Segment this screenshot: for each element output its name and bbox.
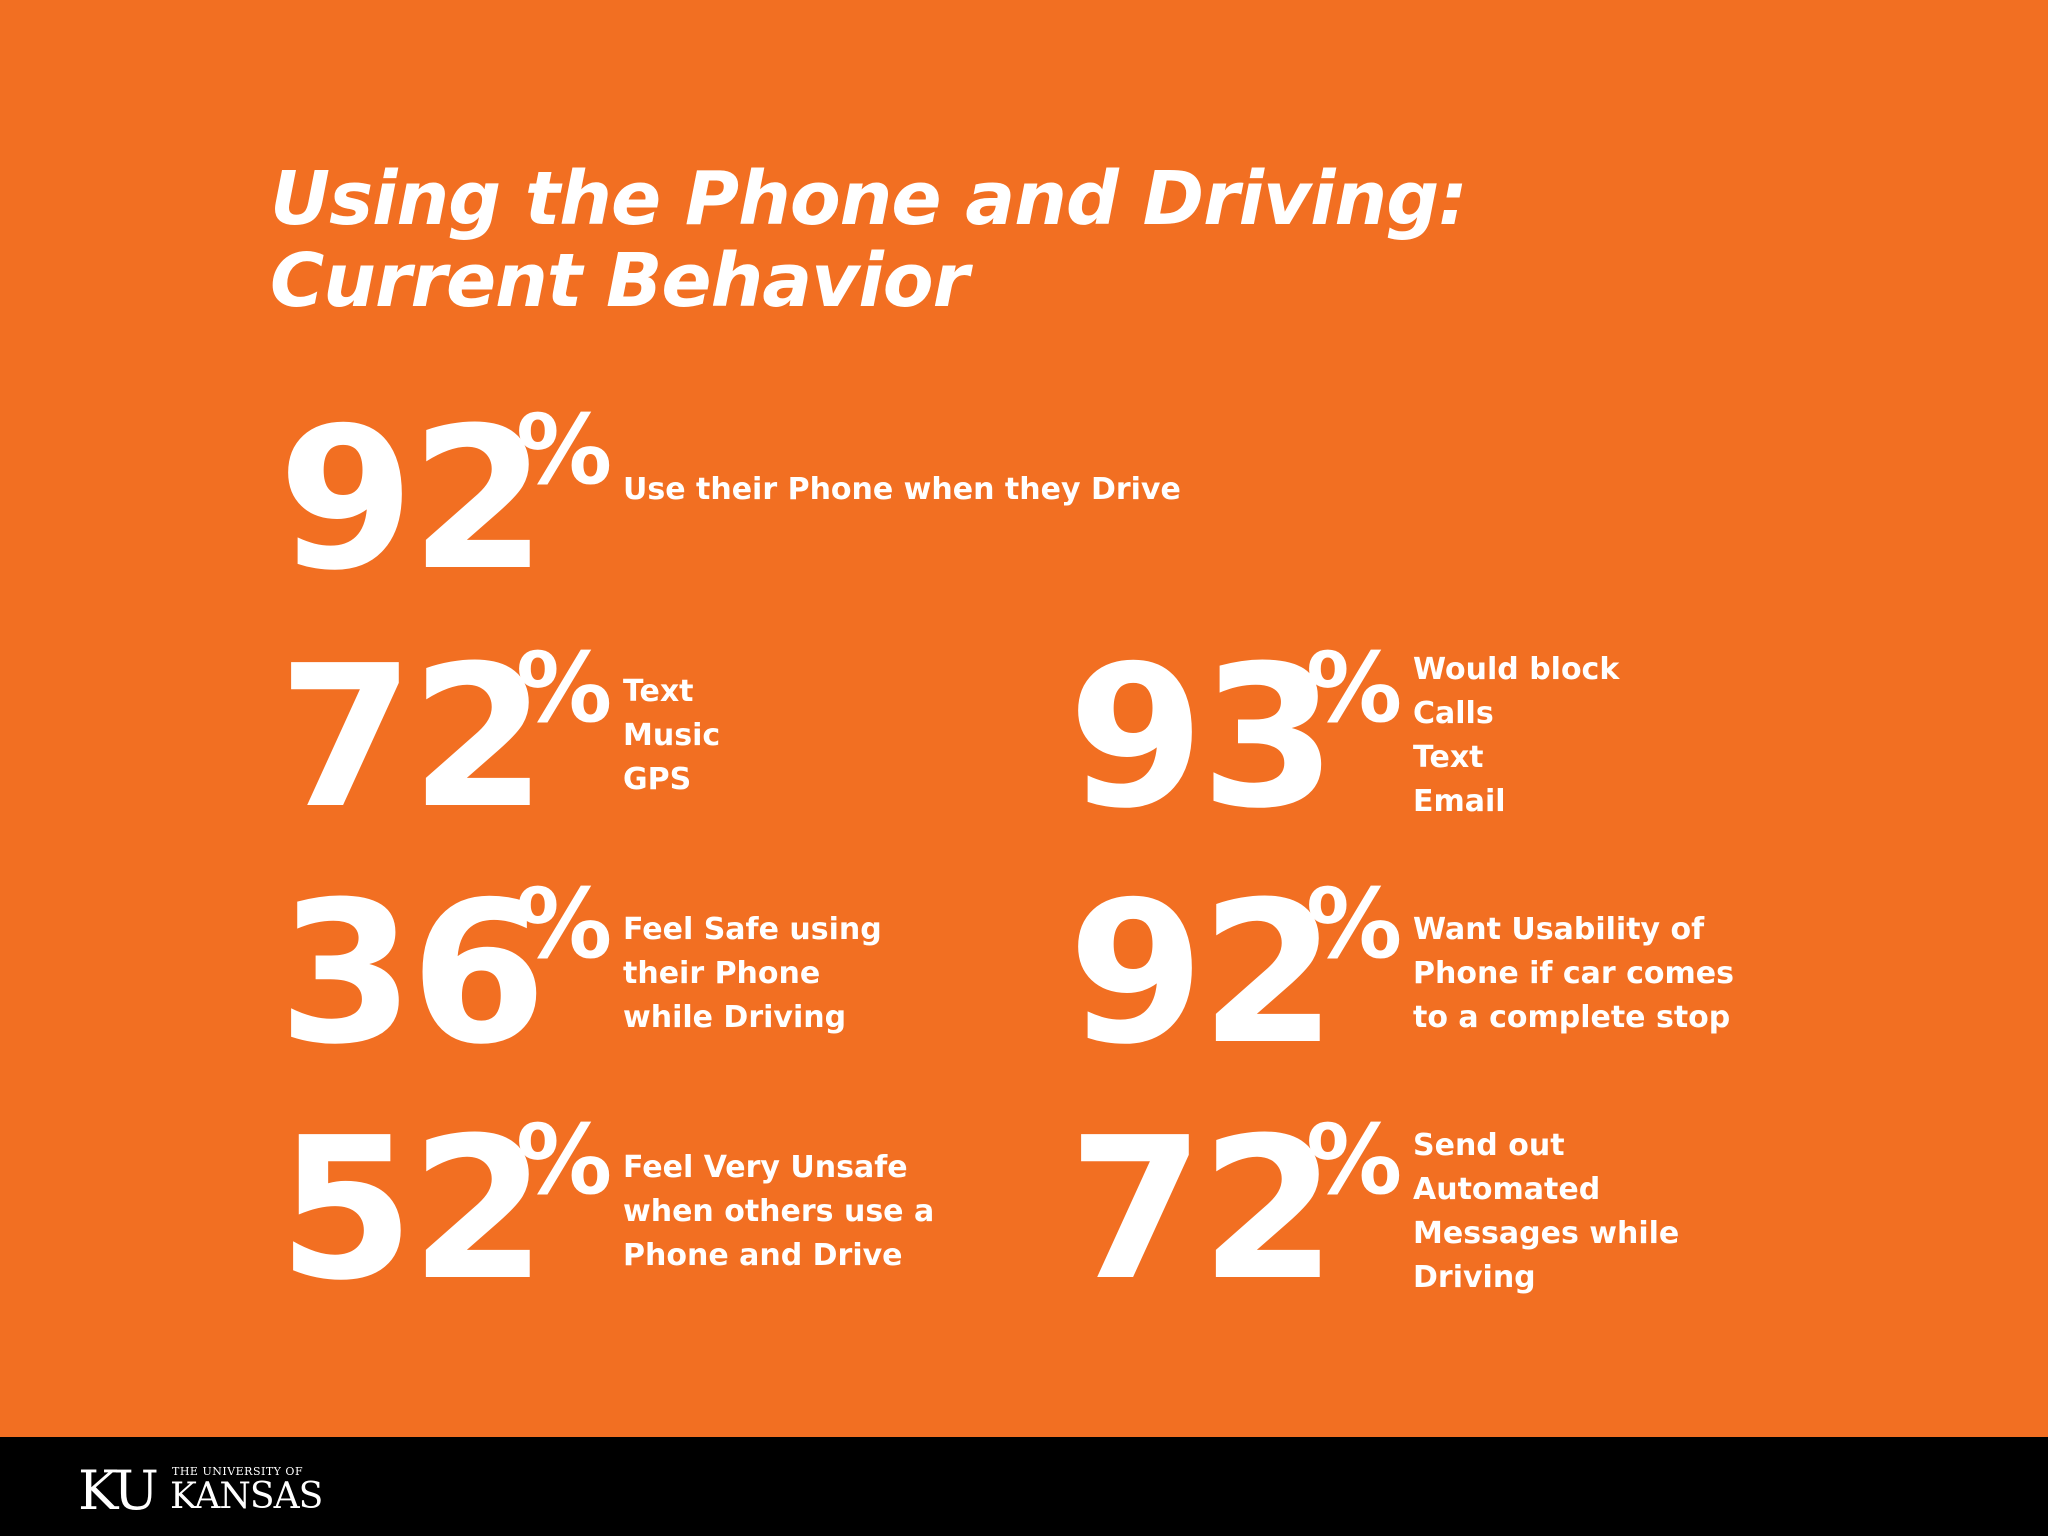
percent-sign: % [516, 394, 613, 506]
stat-description-line: Feel Very Unsafe [623, 1150, 908, 1185]
stat-value: 36 [278, 860, 547, 1088]
logo-ku-wordmark: KU [78, 1459, 159, 1522]
stat-description-line: Driving [1413, 1260, 1536, 1295]
stat-description-line: Music [623, 718, 721, 753]
percent-sign: % [516, 1104, 613, 1216]
stat-description-line: Want Usability of [1413, 912, 1705, 947]
stat-description-line: Calls [1413, 696, 1494, 731]
stat-value: 72 [1068, 1096, 1337, 1324]
stat-description-line: to a complete stop [1413, 1000, 1731, 1035]
slide-title-line-2: Current Behavior [270, 238, 969, 324]
stat-description: Would block Calls Text Email [1413, 648, 1619, 824]
stat-description: Use their Phone when they Drive [623, 468, 1181, 512]
stat-value: 92 [1068, 860, 1337, 1088]
stat-description-line: Use their Phone when they Drive [623, 472, 1181, 507]
logo-university-text: THE UNIVERSITY OF [172, 1465, 304, 1478]
stat-description-line: Send out [1413, 1128, 1565, 1163]
stat-description-line: Phone and Drive [623, 1238, 903, 1273]
stat-description-line: Text [623, 674, 694, 709]
stat-value: 52 [278, 1096, 547, 1324]
stat-value: 93 [1068, 624, 1337, 852]
stat-description-line: Messages while [1413, 1216, 1680, 1251]
percent-sign: % [516, 868, 613, 980]
stat-description-line: Text [1413, 740, 1484, 775]
stat-description-line: while Driving [623, 1000, 847, 1035]
stat-description-line: when others use a [623, 1194, 935, 1229]
stat-description: Want Usability of Phone if car comes to … [1413, 908, 1734, 1040]
percent-sign: % [1306, 868, 1403, 980]
stat-value: 92 [278, 386, 547, 614]
logo-kansas-text: KANSAS [170, 1476, 323, 1517]
stat-description-line: Phone if car comes [1413, 956, 1735, 991]
stat-description-line: Feel Safe using [623, 912, 882, 947]
footer-bar: KU THE UNIVERSITY OF KANSAS [0, 1437, 2048, 1536]
stat-description: Feel Very Unsafe when others use a Phone… [623, 1146, 934, 1278]
stat-description-line: Would block [1413, 652, 1620, 687]
stat-description-line: Automated [1413, 1172, 1601, 1207]
stat-description: Text Music GPS [623, 670, 720, 802]
stat-value: 72 [278, 624, 547, 852]
slide-title: Using the Phone and Driving: Current Beh… [270, 156, 1468, 324]
stat-description: Send out Automated Messages while Drivin… [1413, 1124, 1679, 1300]
stat-description: Feel Safe using their Phone while Drivin… [623, 908, 882, 1040]
percent-sign: % [1306, 632, 1403, 744]
percent-sign: % [516, 632, 613, 744]
percent-sign: % [1306, 1104, 1403, 1216]
slide-title-line-1: Using the Phone and Driving: [270, 156, 1468, 242]
stat-description-line: Email [1413, 784, 1506, 819]
stat-description-line: GPS [623, 762, 692, 797]
stat-description-line: their Phone [623, 956, 821, 991]
